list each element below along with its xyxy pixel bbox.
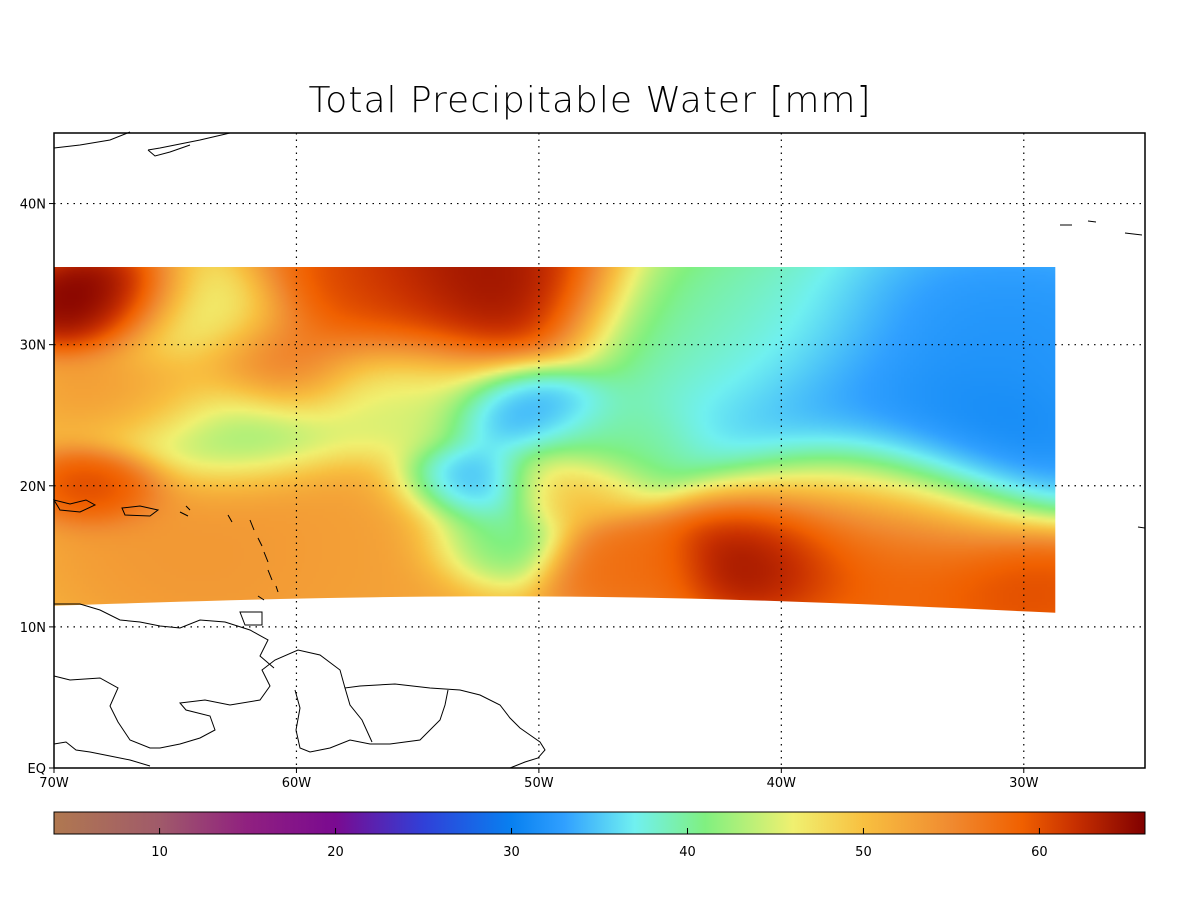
lon-tick-label: 70W — [39, 776, 69, 791]
map-title: Total Precipitable Water [mm] — [308, 80, 872, 121]
map-frame — [53, 132, 1146, 769]
lon-tick-label: 40W — [767, 776, 797, 791]
north-small — [147, 144, 191, 157]
precipitable-water-field — [54, 267, 1056, 613]
south-america-border — [294, 687, 449, 753]
colorbar-tick-label: 50 — [855, 845, 872, 860]
caribbean-islands — [52, 499, 279, 601]
south-america-coast — [53, 649, 546, 769]
colorbar-tick-label: 10 — [151, 845, 168, 860]
lon-tick-label: 60W — [282, 776, 312, 791]
south-america-inland — [53, 741, 151, 767]
canaries — [1137, 526, 1146, 529]
lon-tick-label: 30W — [1009, 776, 1039, 791]
lon-tick-label: 50W — [524, 776, 554, 791]
colorbar-tick-label: 40 — [679, 845, 696, 860]
colorbar-tick-label: 60 — [1031, 845, 1048, 860]
colorbar-ramp — [53, 811, 1146, 835]
field-raster — [54, 267, 1056, 613]
lat-tick-label: 20N — [20, 480, 46, 495]
lat-tick-label: 40N — [20, 198, 46, 213]
colorbar: 10 20 30 40 50 60 — [53, 811, 1146, 860]
venezuela-coast — [54, 603, 275, 669]
north-america-coast — [53, 131, 245, 151]
lat-tick-label: 30N — [20, 339, 46, 354]
colorbar-tick-label: 30 — [503, 845, 520, 860]
lat-tick-label: EQ — [28, 762, 46, 777]
trinidad — [239, 611, 263, 626]
axis-ticks: 70W 60W 50W 40W 30W EQ 10N 20N 30N 40N — [20, 198, 1039, 791]
azores — [1060, 220, 1143, 236]
lat-tick-label: 10N — [20, 621, 46, 636]
colorbar-tick-label: 20 — [327, 845, 344, 860]
